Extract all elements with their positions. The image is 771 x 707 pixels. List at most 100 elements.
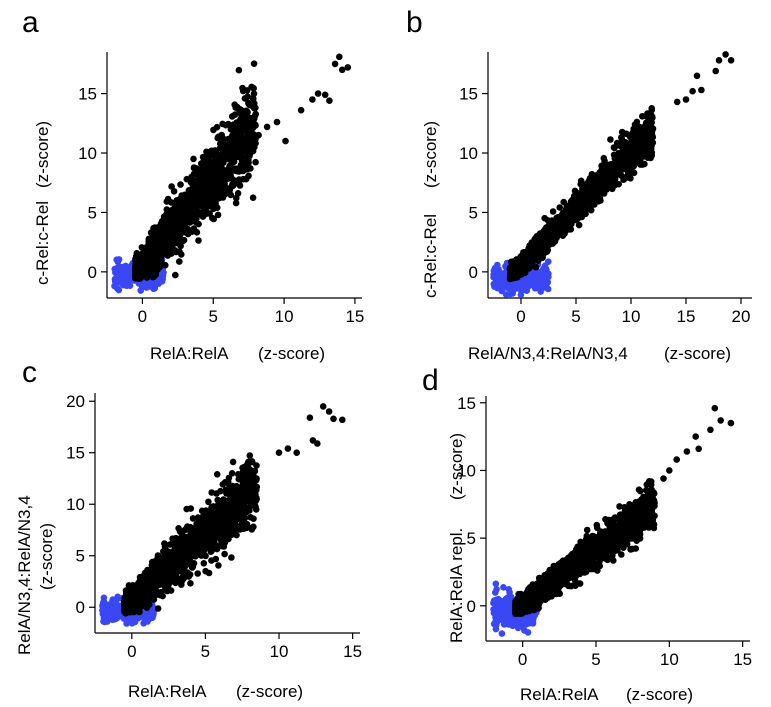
data-point-c xyxy=(217,487,224,495)
data-point-a xyxy=(246,147,253,154)
y-axis-label-b: c-Rel:c-Rel xyxy=(421,214,440,298)
data-point-c xyxy=(238,515,246,523)
data-point-a xyxy=(255,131,262,139)
data-point-c xyxy=(241,481,249,488)
x-tick-label-c: 5 xyxy=(201,642,210,661)
data-point-a xyxy=(326,97,333,104)
data-point-c xyxy=(154,581,161,589)
y-tick-label-a: 5 xyxy=(88,203,97,222)
data-point-b xyxy=(575,214,582,222)
data-point-c xyxy=(160,548,167,555)
data-point-c xyxy=(247,514,254,521)
x-axis-label-a: RelA:RelA xyxy=(150,344,229,363)
data-point-a xyxy=(239,84,246,92)
data-point-b xyxy=(556,204,563,211)
data-point-a xyxy=(193,165,200,172)
data-point-b xyxy=(532,236,539,244)
data-point-a xyxy=(144,273,151,280)
data-point-low-b xyxy=(523,275,530,282)
data-point-c xyxy=(221,527,229,534)
data-point-a xyxy=(205,176,213,184)
data-point-a xyxy=(195,194,202,201)
y-tick-label-c: 10 xyxy=(66,495,85,514)
data-point-low-c xyxy=(115,612,123,619)
data-point-low-a xyxy=(151,285,158,292)
data-point-b xyxy=(641,160,648,168)
data-point-b xyxy=(595,179,603,187)
data-point-b xyxy=(577,177,585,185)
data-point-a xyxy=(207,201,214,209)
data-point-b xyxy=(600,154,608,162)
data-point-c xyxy=(225,474,233,482)
data-point-a xyxy=(309,96,316,103)
data-point-a xyxy=(132,271,139,278)
data-point-b xyxy=(529,250,536,257)
data-point-a xyxy=(229,165,236,172)
data-point-b xyxy=(648,152,656,159)
x-tick-label-c: 10 xyxy=(270,642,289,661)
data-point-a xyxy=(227,126,235,133)
data-point-a xyxy=(331,60,339,68)
data-point-a xyxy=(175,208,183,216)
data-point-b xyxy=(712,67,719,75)
data-point-a xyxy=(250,90,258,97)
data-point-a xyxy=(232,199,240,207)
data-point-low-b xyxy=(510,281,518,288)
data-point-b xyxy=(564,210,571,217)
data-point-c xyxy=(194,570,201,577)
data-point-c xyxy=(233,525,240,532)
data-point-a xyxy=(158,258,165,265)
data-point-low-c xyxy=(106,614,114,622)
x-tick-label-a: 15 xyxy=(345,307,364,326)
data-point-b xyxy=(506,266,514,274)
data-point-b xyxy=(648,105,655,112)
panel-letter-b: b xyxy=(406,6,423,39)
data-point-b xyxy=(689,87,696,95)
data-point-a xyxy=(196,170,204,177)
data-point-b xyxy=(516,270,524,277)
data-point-b xyxy=(520,259,527,267)
data-point-b xyxy=(627,149,634,157)
data-point-c xyxy=(150,573,158,581)
data-point-b xyxy=(549,208,557,215)
data-point-c xyxy=(187,505,195,512)
data-point-c xyxy=(250,471,257,478)
data-point-a xyxy=(282,137,289,145)
data-point-a xyxy=(195,220,202,228)
data-point-a xyxy=(225,120,232,128)
data-point-c xyxy=(210,540,217,547)
data-point-c xyxy=(190,531,198,538)
data-point-a xyxy=(235,66,243,74)
data-point-b xyxy=(625,172,633,180)
y-axis-label-a: c-Rel:c-Rel xyxy=(33,201,52,285)
y-tick-label-a: 10 xyxy=(78,144,97,163)
data-point-b xyxy=(682,96,690,103)
data-point-c xyxy=(228,554,235,561)
data-point-b xyxy=(547,234,554,241)
data-point-low-a xyxy=(126,282,134,290)
data-point-a xyxy=(222,190,229,197)
data-point-a xyxy=(184,229,191,237)
data-point-a xyxy=(160,228,168,235)
data-point-c xyxy=(154,554,162,561)
data-point-c xyxy=(221,550,228,558)
data-point-a xyxy=(190,155,197,163)
data-point-c xyxy=(187,580,194,587)
data-point-a xyxy=(252,104,259,112)
data-point-a xyxy=(163,198,171,205)
x-axis-unit-b: (z-score) xyxy=(664,344,731,363)
data-point-a xyxy=(172,239,180,246)
data-point-a xyxy=(171,248,179,255)
x-tick-label-c: 0 xyxy=(127,642,136,661)
data-point-c xyxy=(198,507,206,515)
data-point-a xyxy=(213,123,221,131)
x-tick-label-b: 0 xyxy=(516,307,525,326)
data-point-low-c xyxy=(109,600,117,608)
data-point-c xyxy=(157,588,165,596)
data-point-c xyxy=(217,498,225,505)
data-point-a xyxy=(219,138,227,146)
data-point-a xyxy=(176,258,183,265)
data-point-low-a xyxy=(144,281,152,289)
data-point-a xyxy=(164,212,172,220)
